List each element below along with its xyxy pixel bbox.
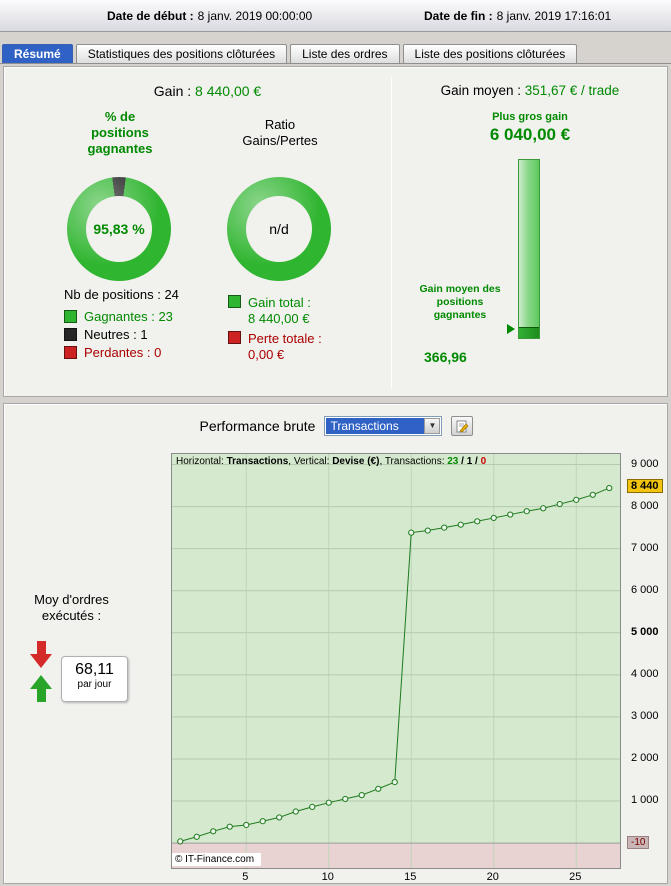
y-tick-label: 3 000 [631, 709, 659, 722]
gain-value: 8 440,00 € [195, 83, 262, 99]
gain-total-legend: Gain total : 8 440,00 € [228, 295, 311, 327]
gain-loss-ratio-donut: n/d [227, 177, 331, 281]
perte-totale-label: Perte totale : [248, 331, 322, 346]
orders-per-day-box: 68,11 par jour [61, 656, 128, 702]
orders-per-day-label: Moy d'ordres exécutés : [34, 592, 109, 623]
orders-per-day-value: 68,11 [75, 661, 114, 678]
performance-title: Performance brute [199, 418, 316, 434]
date-start-value: 8 janv. 2019 00:00:00 [197, 9, 313, 23]
x-tick-label: 10 [321, 871, 334, 883]
tab-divider [0, 63, 671, 64]
x-tick-label: 25 [569, 871, 582, 883]
min-value-badge: -10 [627, 835, 650, 849]
gain-moyen-value: 351,67 € / trade [524, 83, 620, 98]
summary-panel: Gain : 8 440,00 € % de positions gagnant… [3, 66, 668, 397]
avg-win-arrow-icon [507, 324, 515, 334]
chart-settings-icon [456, 420, 469, 433]
y-tick-label: 5 000 [631, 625, 659, 638]
gain-total-swatch [228, 295, 241, 308]
date-start: Date de début :8 janv. 2019 00:00:00 [107, 9, 312, 23]
perte-totale-value: 0,00 € [248, 347, 285, 362]
perte-totale-swatch [228, 331, 241, 344]
tab-statistiques-positions[interactable]: Statistiques des positions clôturées [75, 44, 288, 64]
gain-total-label: Gain total : [248, 295, 311, 310]
chart-axes-info: Horizontal: Transactions, Vertical: Devi… [176, 456, 487, 467]
x-tick-label: 20 [486, 871, 499, 883]
arrow-up-icon [30, 675, 52, 702]
date-end: Date de fin :8 janv. 2019 17:16:01 [424, 9, 611, 23]
plus-gros-gain-value: 6 040,00 € [489, 125, 571, 144]
gain-label: Gain : [153, 83, 192, 99]
legend-gagnantes: Gagnantes : 23 [64, 309, 173, 324]
perte-totale-legend: Perte totale : 0,00 € [228, 331, 322, 363]
neutres-swatch [64, 328, 77, 341]
chart-mode-dropdown[interactable]: Transactions ▼ [324, 416, 443, 436]
perdantes-swatch [64, 346, 77, 359]
tab-resume[interactable]: Résumé [2, 44, 73, 64]
legend-perdantes: Perdantes : 0 [64, 345, 161, 360]
orders-arrows [30, 641, 52, 702]
copyright-label: © IT-Finance.com [172, 853, 262, 866]
y-tick-label: 9 000 [631, 457, 659, 470]
date-toolbar: Date de début :8 janv. 2019 00:00:00 Dat… [0, 0, 671, 32]
winning-positions-value: 95,83 % [93, 221, 145, 237]
performance-panel: Performance brute Transactions ▼ Moy d'o… [3, 403, 668, 884]
winning-positions-donut: 95,83 % [67, 177, 171, 281]
gagnantes-label: Gagnantes : 23 [84, 309, 173, 324]
tab-liste-ordres[interactable]: Liste des ordres [290, 44, 400, 64]
y-tick-label: 4 000 [631, 667, 659, 680]
winning-positions-title: % de positions gagnantes [87, 109, 153, 156]
biggest-gain-bar [518, 159, 540, 339]
legend-neutres: Neutres : 1 [64, 327, 148, 342]
chart-x-axis: 5 10 15 20 25 [171, 871, 621, 885]
gain-loss-ratio-value: n/d [269, 221, 289, 237]
panel-divider [391, 77, 392, 389]
neutres-label: Neutres : 1 [84, 327, 148, 342]
gain-moyen-line: Gain moyen : 351,67 € / trade [393, 83, 667, 98]
gain-loss-ratio-title: Ratio Gains/Pertes [242, 117, 318, 148]
y-tick-label: 1 000 [631, 794, 659, 807]
plus-gros-gain-label: Plus gros gain [492, 111, 568, 123]
y-tick-label: 8 000 [631, 499, 659, 512]
current-value-badge: 8 440 [627, 479, 663, 494]
arrow-down-icon [30, 641, 52, 668]
performance-chart: Horizontal: Transactions, Vertical: Devi… [171, 453, 621, 869]
date-end-label: Date de fin : [424, 9, 493, 23]
avg-win-value: 366,96 [424, 349, 467, 365]
y-tick-label: 6 000 [631, 583, 659, 596]
dropdown-arrow-icon[interactable]: ▼ [424, 418, 441, 434]
performance-header: Performance brute Transactions ▼ [4, 416, 669, 436]
x-tick-label: 5 [242, 871, 249, 883]
tab-liste-positions[interactable]: Liste des positions clôturées [402, 44, 578, 64]
x-tick-label: 15 [404, 871, 417, 883]
performance-chart-canvas [172, 454, 620, 868]
y-tick-label: 7 000 [631, 541, 659, 554]
date-start-label: Date de début : [107, 9, 194, 23]
orders-per-day-unit: par jour [77, 679, 112, 690]
perdantes-label: Perdantes : 0 [84, 345, 162, 360]
chart-settings-button[interactable] [451, 416, 474, 436]
gain-moyen-label: Gain moyen : [440, 83, 521, 98]
avg-win-note: Gain moyen des positions gagnantes [419, 283, 501, 321]
chart-mode-selected[interactable]: Transactions [326, 418, 425, 434]
y-tick-label: 2 000 [631, 751, 659, 764]
date-end-value: 8 janv. 2019 17:16:01 [496, 9, 612, 23]
average-gain-segment [519, 327, 539, 338]
report-tabs: Résumé Statistiques des positions clôtur… [2, 44, 578, 64]
gain-total-value: 8 440,00 € [248, 311, 310, 326]
gain-total-line: Gain : 8 440,00 € [24, 83, 391, 99]
gagnantes-swatch [64, 310, 77, 323]
nb-positions: Nb de positions : 24 [64, 287, 179, 302]
chart-y-axis: 9 000 8 000 7 000 6 000 5 000 4 000 3 000 2 000… [626, 453, 670, 869]
